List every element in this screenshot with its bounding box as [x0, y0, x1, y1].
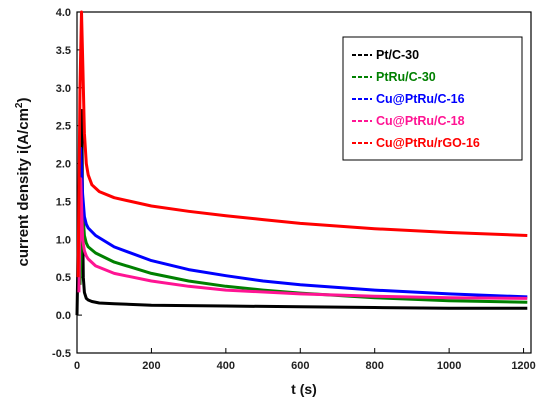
legend-label-0: Pt/C-30 — [376, 48, 419, 62]
legend-label-4: Cu@PtRu/rGO-16 — [376, 136, 480, 150]
y-tick-label: 3.0 — [56, 83, 71, 95]
y-tick-label: 2.5 — [56, 121, 71, 133]
legend-label-1: PtRu/C-30 — [376, 70, 436, 84]
y-tick-label: 1.0 — [56, 234, 71, 246]
y-tick-label: 0.0 — [56, 310, 71, 322]
y-tick-label: 3.5 — [56, 45, 71, 57]
x-tick-label: 600 — [291, 360, 309, 372]
y-tick-label: 1.5 — [56, 196, 71, 208]
y-tick-label: -0.5 — [52, 348, 71, 360]
y-axis-title-main: current density i(A/cm — [15, 108, 32, 266]
legend-items: Pt/C-30 PtRu/C-30 Cu@PtRu/C-16 Cu@PtRu/C-18… — [352, 48, 480, 150]
x-axis-title: t (s) — [291, 381, 317, 397]
y-axis-title-close: ) — [15, 98, 32, 103]
ticks-layer: 0 200 400 600 800 1000 1200 -0.5 0.0 0.5 1.0 1.5 2.0… — [52, 7, 536, 372]
plot-frame — [76, 11, 532, 354]
y-axis-title-sup: 2 — [14, 102, 25, 108]
y-axis-title: current density i(A/cm2) — [14, 98, 32, 267]
series-line-2 — [77, 146, 528, 299]
series-line-0 — [75, 109, 528, 316]
y-tick-label: 2.0 — [56, 159, 71, 171]
x-tick-label: 0 — [74, 360, 80, 372]
x-tick-label: 1000 — [437, 360, 461, 372]
legend-label-2: Cu@PtRu/C-16 — [376, 92, 465, 106]
x-tick-label: 800 — [366, 360, 384, 372]
series-layer — [75, 10, 528, 316]
legend: Pt/C-30 PtRu/C-30 Cu@PtRu/C-16 Cu@PtRu/C-18… — [342, 36, 523, 161]
legend-label-3: Cu@PtRu/C-18 — [376, 114, 465, 128]
y-tick-label: 0.5 — [56, 272, 71, 284]
series-line-4 — [76, 10, 528, 278]
y-tick-label: 4.0 — [56, 7, 71, 19]
x-tick-label: 400 — [217, 360, 235, 372]
x-tick-label: 1200 — [511, 360, 535, 372]
series-line-3 — [77, 177, 528, 300]
x-tick-label: 200 — [142, 360, 160, 372]
legend-box — [342, 36, 523, 161]
